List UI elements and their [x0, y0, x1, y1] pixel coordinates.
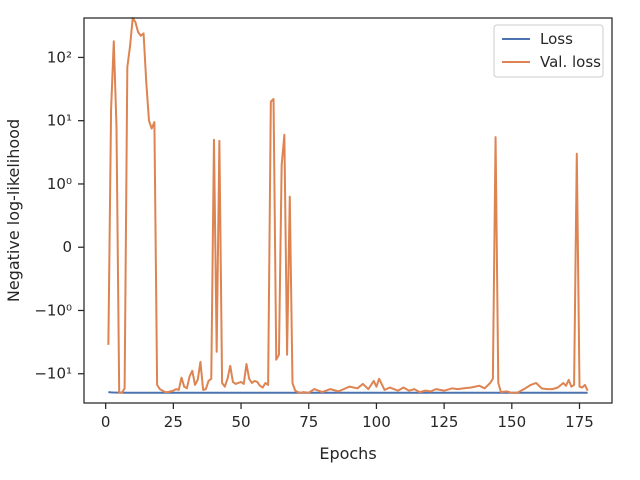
x-axis-label: Epochs — [319, 444, 376, 463]
plot-frame — [83, 17, 613, 404]
series-line-1 — [108, 391, 588, 394]
y-tick-label: −10¹ — [34, 365, 72, 383]
legend-label-2: Val. loss — [540, 53, 601, 71]
x-tick-label: 175 — [565, 413, 594, 431]
x-tick-label: 100 — [362, 413, 391, 431]
y-tick-label: 10² — [47, 48, 72, 66]
x-tick-label: 25 — [164, 413, 183, 431]
legend-label-1: Loss — [540, 30, 573, 48]
x-axis: 0 25 50 75 100 125 150 175 — [101, 403, 594, 431]
x-tick-label: 75 — [299, 413, 318, 431]
series-line-2 — [107, 17, 589, 394]
x-tick-label: 150 — [497, 413, 526, 431]
series-layer — [107, 17, 589, 394]
x-tick-label: 50 — [231, 413, 250, 431]
y-tick-label: −10⁰ — [34, 301, 72, 319]
y-tick-label: 10¹ — [47, 112, 72, 130]
y-tick-label: 0 — [62, 238, 72, 256]
x-tick-label: 125 — [430, 413, 459, 431]
x-tick-label: 0 — [101, 413, 111, 431]
y-axis-label: Negative log-likelihood — [4, 119, 23, 302]
y-tick-label: 10⁰ — [47, 175, 72, 193]
legend: Loss Val. loss — [493, 24, 604, 78]
y-axis: 10² 10¹ 10⁰ 0 −10⁰ −10¹ — [34, 48, 84, 383]
